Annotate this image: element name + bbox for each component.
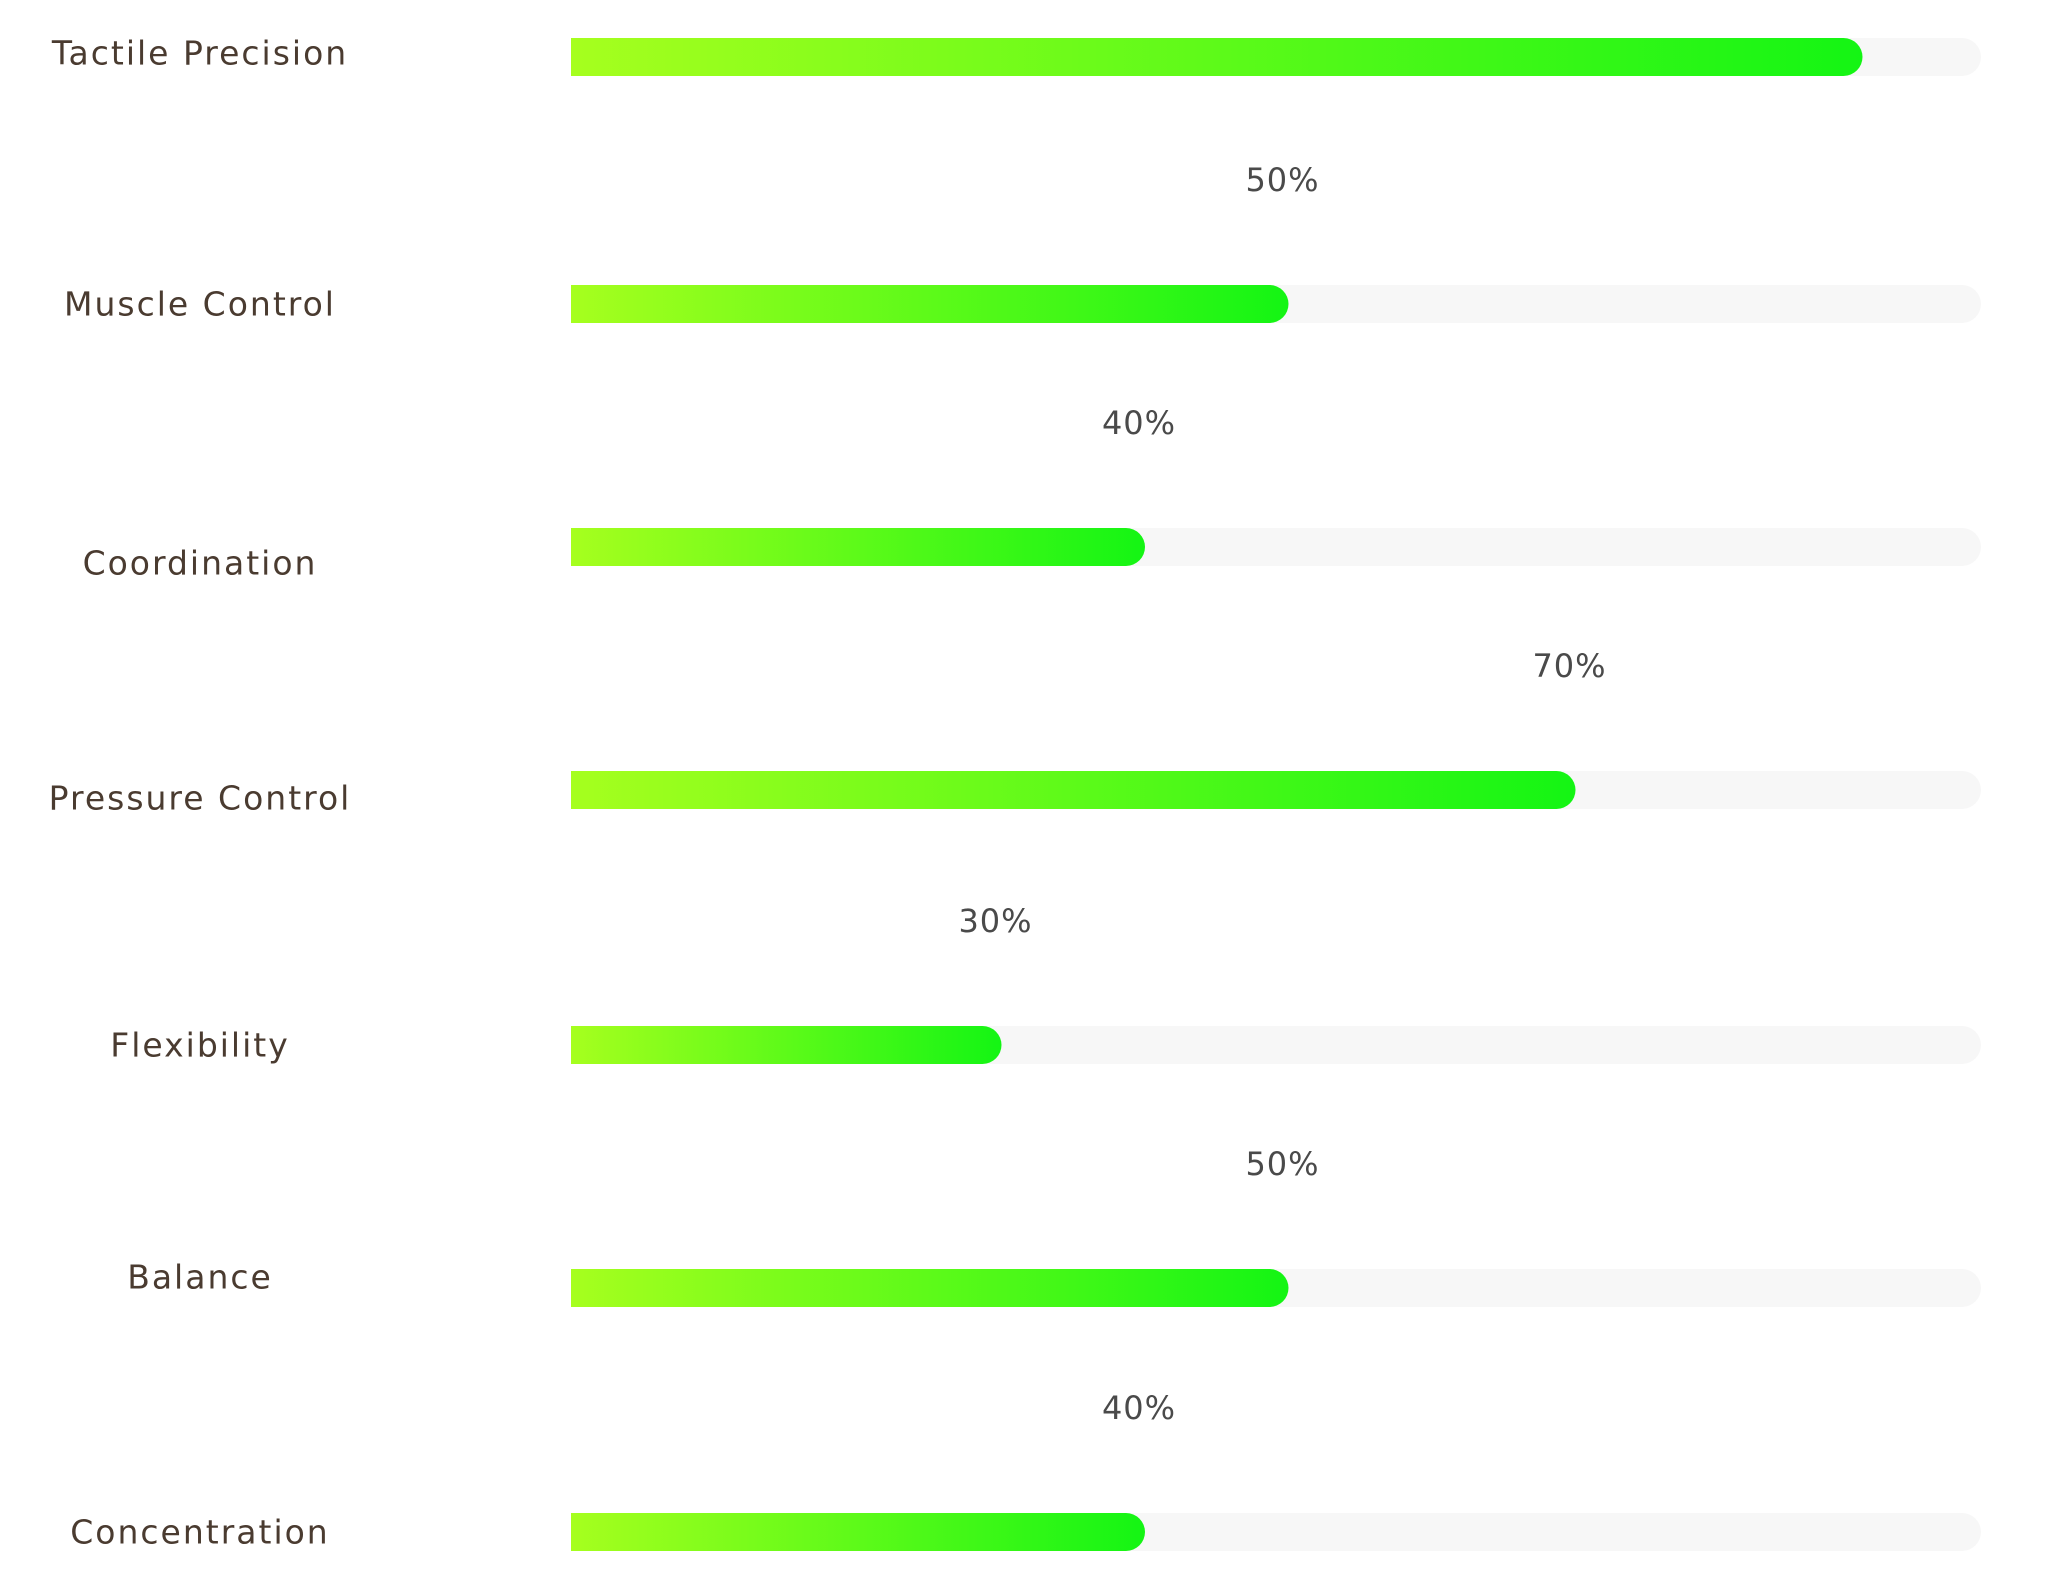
value-label: 70% [1532,647,1606,685]
category-labels: Tactile Precision Muscle Control Coordinat… [49,34,352,1552]
bar-balance [571,1269,1289,1307]
bar-muscle-control [571,285,1289,323]
value-labels: 50% 40% 70% 30% 50% 40% [958,161,1606,1427]
bar-pressure-control [571,771,1576,809]
category-label: Muscle Control [64,285,336,324]
bars [571,38,1863,1551]
value-label: 40% [1102,1389,1176,1427]
category-label: Concentration [70,1513,329,1552]
bar-coordination [571,528,1145,566]
value-label: 40% [1102,404,1176,442]
bar-flexibility [571,1026,1002,1064]
value-label: 50% [1245,1145,1319,1183]
bar-concentration [571,1513,1145,1551]
value-label: 50% [1245,161,1319,199]
category-label: Balance [127,1258,273,1297]
value-label: 30% [958,902,1032,940]
category-label: Tactile Precision [51,34,348,73]
category-label: Coordination [83,544,318,583]
bar-tactile-precision [571,38,1863,76]
category-label: Flexibility [110,1026,290,1065]
category-label: Pressure Control [49,779,352,818]
